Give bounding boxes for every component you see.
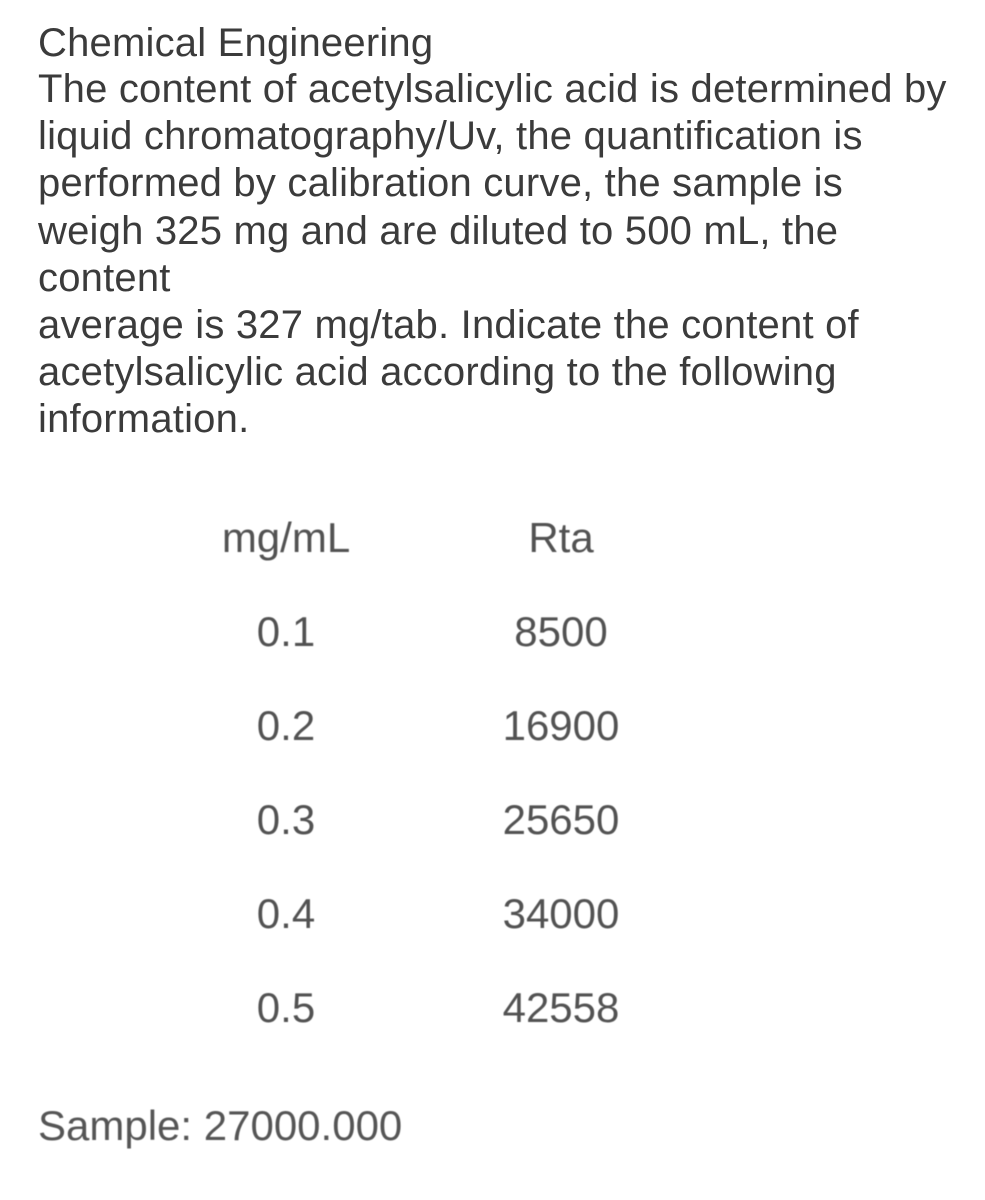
cell-rta: 8500 (436, 608, 686, 702)
problem-paragraph-1: The content of acetylsalicylic acid is d… (38, 66, 955, 302)
col-header-rta: Rta (436, 514, 686, 608)
subject-heading: Chemical Engineering (38, 20, 955, 66)
col-header-concentration: mg/mL (136, 514, 436, 608)
cell-rta: 34000 (436, 890, 686, 984)
cell-concentration: 0.4 (136, 890, 436, 984)
problem-paragraph-2: average is 327 mg/tab. Indicate the cont… (38, 302, 955, 444)
table-row: 0.5 42558 (136, 984, 686, 1032)
table-row: 0.1 8500 (136, 608, 686, 702)
table-row: 0.2 16900 (136, 702, 686, 796)
table-header-row: mg/mL Rta (136, 514, 686, 608)
calibration-table: mg/mL Rta 0.1 8500 0.2 16900 0.3 25650 (136, 514, 686, 1032)
sample-value: Sample: 27000.000 (38, 1102, 955, 1150)
table-row: 0.3 25650 (136, 796, 686, 890)
page-root: Chemical Engineering The content of acet… (0, 0, 985, 1170)
cell-concentration: 0.5 (136, 984, 436, 1032)
cell-concentration: 0.1 (136, 608, 436, 702)
cell-concentration: 0.3 (136, 796, 436, 890)
cell-rta: 25650 (436, 796, 686, 890)
cell-rta: 42558 (436, 984, 686, 1032)
table-row: 0.4 34000 (136, 890, 686, 984)
cell-rta: 16900 (436, 702, 686, 796)
calibration-table-wrap: mg/mL Rta 0.1 8500 0.2 16900 0.3 25650 (136, 514, 955, 1032)
cell-concentration: 0.2 (136, 702, 436, 796)
